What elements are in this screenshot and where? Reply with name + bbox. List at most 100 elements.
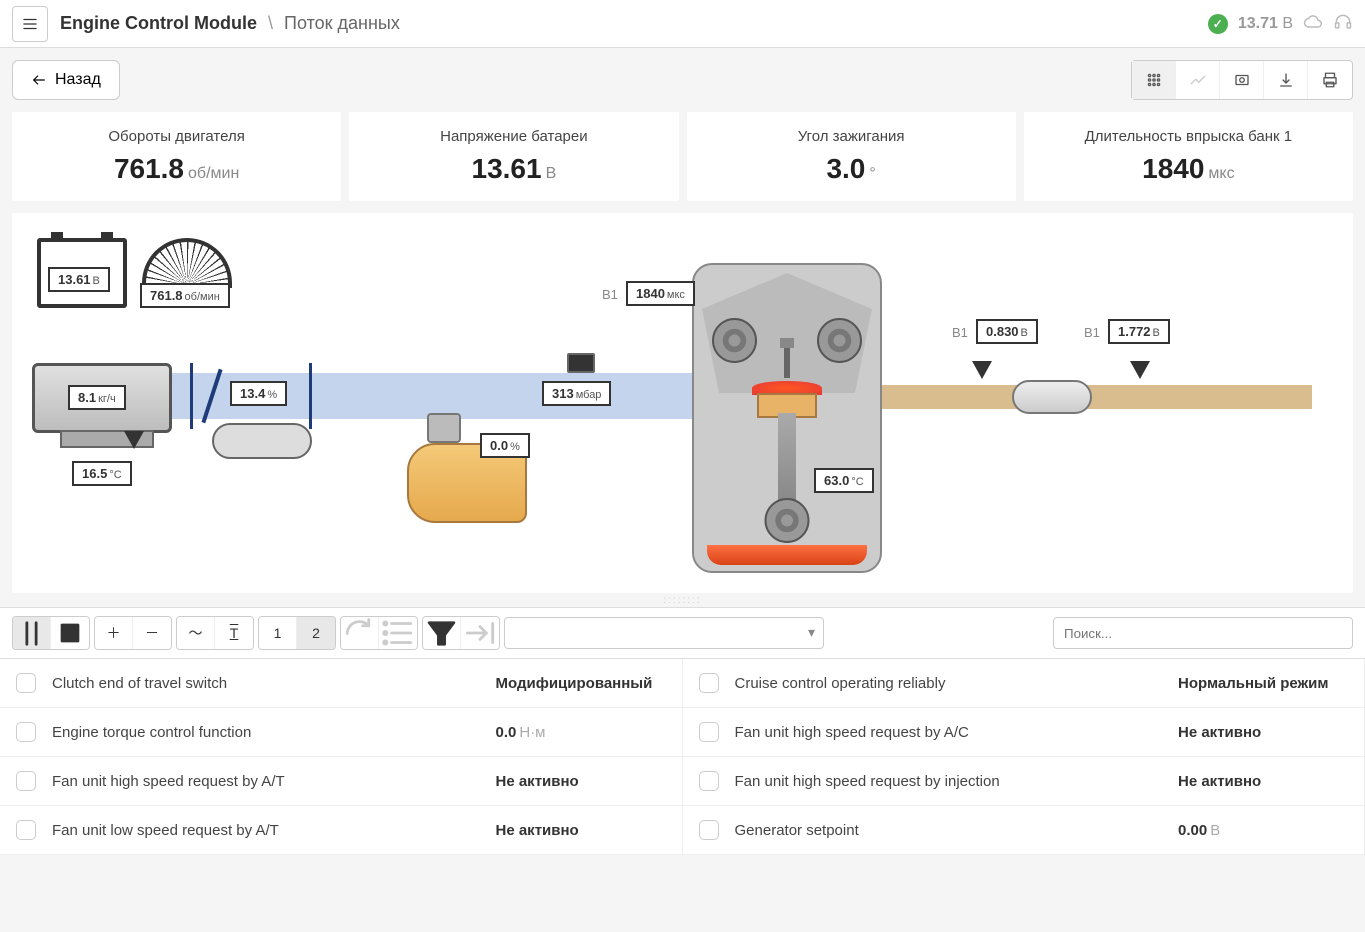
- metric-card-rpm[interactable]: Обороты двигателя 761.8об/мин: [12, 112, 341, 201]
- map-sensor-icon: [567, 353, 595, 373]
- header-right: 13.71 B: [1208, 12, 1353, 35]
- metric-card-ignition[interactable]: Угол зажигания 3.0°: [687, 112, 1016, 201]
- print-icon: [1321, 71, 1339, 89]
- breadcrumb: Engine Control Module \ Поток данных: [60, 13, 400, 34]
- filter-button[interactable]: [423, 617, 461, 649]
- o2-post-badge: 1.772B: [1108, 319, 1170, 344]
- throttle-unit: %: [267, 389, 277, 401]
- parameter-table: Clutch end of travel switchМодифицирован…: [0, 659, 1365, 855]
- remove-button[interactable]: －: [133, 617, 171, 649]
- rpm-badge: 761.8об/мин: [140, 283, 230, 308]
- table-row[interactable]: Clutch end of travel switchМодифицирован…: [0, 659, 683, 708]
- param-name: Fan unit high speed request by injection: [735, 773, 1179, 790]
- table-row[interactable]: Fan unit high speed request by injection…: [683, 757, 1365, 806]
- checkbox[interactable]: [699, 820, 719, 840]
- menu-icon: [21, 15, 39, 33]
- evap-value: 0.0: [490, 438, 508, 453]
- maf-value: 8.1: [78, 390, 96, 405]
- checkbox[interactable]: [16, 722, 36, 742]
- parameter-column-right: Cruise control operating reliablyНормаль…: [683, 659, 1365, 855]
- list-button[interactable]: [379, 617, 417, 649]
- stop-button[interactable]: [51, 617, 89, 649]
- back-button[interactable]: Назад: [12, 60, 120, 100]
- o2-post-unit: B: [1153, 327, 1160, 339]
- iat-sensor-icon: [124, 431, 144, 449]
- checkbox[interactable]: [699, 722, 719, 742]
- evap-unit: %: [510, 441, 520, 453]
- o2-pre-prefix: B1: [952, 325, 968, 340]
- print-button[interactable]: [1308, 61, 1352, 99]
- param-name: Engine torque control function: [52, 724, 496, 741]
- toolbar: Назад: [0, 48, 1365, 112]
- metric-card-injection[interactable]: Длительность впрыска банк 1 1840мкс: [1024, 112, 1353, 201]
- o2-pre-unit: B: [1021, 327, 1028, 339]
- injection-badge: 1840мкс: [626, 281, 695, 306]
- metric-unit: °: [869, 165, 875, 182]
- table-row[interactable]: Engine torque control function0.0Н·м: [0, 708, 683, 757]
- wave-button[interactable]: 〜: [177, 617, 215, 649]
- text-mode-button[interactable]: T: [215, 617, 253, 649]
- metric-unit: об/мин: [188, 165, 239, 182]
- checkbox[interactable]: [699, 673, 719, 693]
- checkbox[interactable]: [699, 771, 719, 791]
- rpm-value: 761.8: [150, 288, 183, 303]
- add-button[interactable]: ＋: [95, 617, 133, 649]
- pause-button[interactable]: [13, 617, 51, 649]
- page-1-button[interactable]: 1: [259, 617, 297, 649]
- list-icon: [379, 616, 417, 650]
- metric-value: 1840: [1142, 153, 1204, 184]
- battery-unit: B: [93, 275, 100, 287]
- metric-label: Длительность впрыска банк 1: [1040, 128, 1337, 145]
- map-value: 313: [552, 386, 574, 401]
- arrow-to-right-icon: [461, 616, 499, 650]
- view-diagram-button[interactable]: [1220, 61, 1264, 99]
- view-chart-button[interactable]: [1176, 61, 1220, 99]
- metric-unit: мкс: [1208, 165, 1234, 182]
- table-row[interactable]: Fan unit high speed request by A/TНе акт…: [0, 757, 683, 806]
- filter-icon: [423, 616, 460, 650]
- param-name: Cruise control operating reliably: [735, 675, 1179, 692]
- goto-button[interactable]: [461, 617, 499, 649]
- checkbox[interactable]: [16, 771, 36, 791]
- export-button[interactable]: [1264, 61, 1308, 99]
- iat-value: 16.5: [82, 466, 107, 481]
- coolant-badge: 63.0°C: [814, 468, 874, 493]
- checkbox[interactable]: [16, 820, 36, 840]
- rpm-unit: об/мин: [185, 291, 220, 303]
- parameter-select[interactable]: [504, 617, 824, 649]
- resize-handle[interactable]: ::::::::: [0, 593, 1365, 607]
- param-value: Не активно: [496, 773, 666, 790]
- throttle-icon: [197, 368, 227, 424]
- checkbox[interactable]: [16, 673, 36, 693]
- support-button[interactable]: [1333, 12, 1353, 35]
- o2-post-prefix: B1: [1084, 325, 1100, 340]
- grid-icon: [1145, 71, 1163, 89]
- breadcrumb-subtitle: Поток данных: [284, 13, 400, 33]
- table-row[interactable]: Fan unit high speed request by A/CНе акт…: [683, 708, 1365, 757]
- throttle-badge: 13.4%: [230, 381, 287, 406]
- param-name: Fan unit high speed request by A/C: [735, 724, 1179, 741]
- injection-value: 1840: [636, 286, 665, 301]
- coolant-unit: °C: [851, 476, 863, 488]
- param-value: Модифицированный: [496, 675, 666, 692]
- headset-icon: [1333, 12, 1353, 32]
- parameter-column-left: Clutch end of travel switchМодифицирован…: [0, 659, 683, 855]
- menu-button[interactable]: [12, 6, 48, 42]
- page-2-button[interactable]: 2: [297, 617, 335, 649]
- fuel-cap-icon: [427, 413, 461, 443]
- refresh-button[interactable]: [341, 617, 379, 649]
- param-name: Fan unit high speed request by A/T: [52, 773, 496, 790]
- table-row[interactable]: Fan unit low speed request by A/TНе акти…: [0, 806, 683, 855]
- table-row[interactable]: Generator setpoint0.00B: [683, 806, 1365, 855]
- iat-unit: °C: [109, 469, 121, 481]
- metric-card-battery[interactable]: Напряжение батареи 13.61B: [349, 112, 678, 201]
- throttle-value: 13.4: [240, 386, 265, 401]
- cloud-button[interactable]: [1303, 12, 1323, 35]
- param-value: Нормальный режим: [1178, 675, 1348, 692]
- view-grid-button[interactable]: [1132, 61, 1176, 99]
- table-row[interactable]: Cruise control operating reliablyНормаль…: [683, 659, 1365, 708]
- search-input[interactable]: [1053, 617, 1353, 649]
- map-unit: мбар: [576, 389, 602, 401]
- map-badge: 313мбар: [542, 381, 611, 406]
- maf-unit: кг/ч: [98, 393, 116, 405]
